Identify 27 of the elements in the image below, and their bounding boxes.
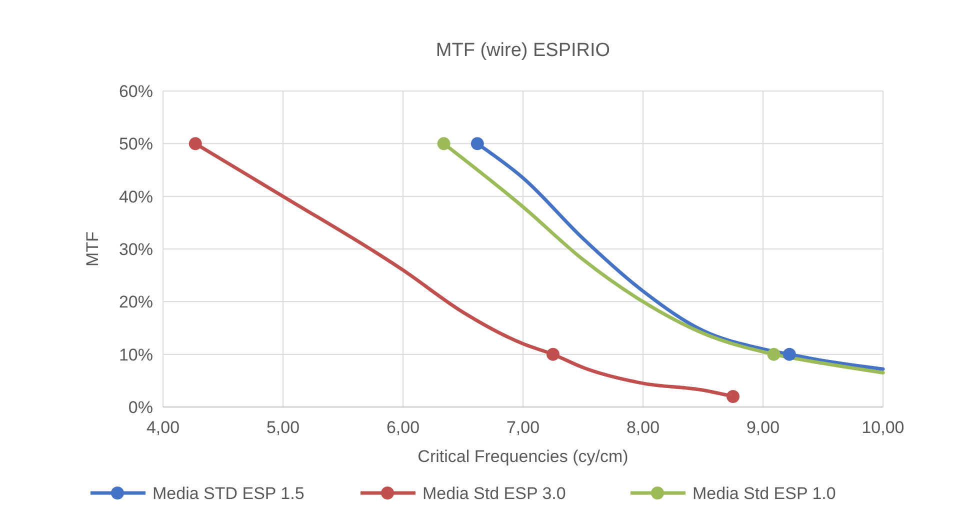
y-tick-label: 50% xyxy=(118,134,153,154)
x-tick-label: 10,00 xyxy=(862,418,904,437)
legend-label: Media Std ESP 1.0 xyxy=(692,484,836,503)
x-tick-label: 6,00 xyxy=(386,418,420,437)
y-tick-label: 60% xyxy=(118,82,153,101)
x-tick-label: 7,00 xyxy=(506,418,540,437)
legend-label: Media STD ESP 1.5 xyxy=(152,484,304,503)
y-tick-label: 20% xyxy=(118,292,153,312)
y-tick-label: 40% xyxy=(118,187,153,206)
x-tick-label: 4,00 xyxy=(146,418,180,437)
x-tick-label: 9,00 xyxy=(746,418,780,437)
point xyxy=(188,137,202,150)
x-tick-label: 8,00 xyxy=(626,418,660,437)
x-tick-label: 5,00 xyxy=(266,418,300,437)
y-tick-label: 10% xyxy=(118,345,153,364)
y-tick-label: 30% xyxy=(118,240,153,259)
point xyxy=(437,137,450,150)
point xyxy=(726,390,740,403)
legend-label: Media Std ESP 3.0 xyxy=(422,484,566,503)
x-axis-title: Critical Frequencies (cy/cm) xyxy=(418,447,628,466)
point xyxy=(782,348,796,361)
y-tick-label: 0% xyxy=(128,398,153,417)
y-axis-title: MTF xyxy=(83,232,102,266)
chart-title: MTF (wire) ESPIRIO xyxy=(436,40,610,61)
point xyxy=(470,137,484,150)
point xyxy=(767,348,780,361)
point xyxy=(546,348,560,361)
